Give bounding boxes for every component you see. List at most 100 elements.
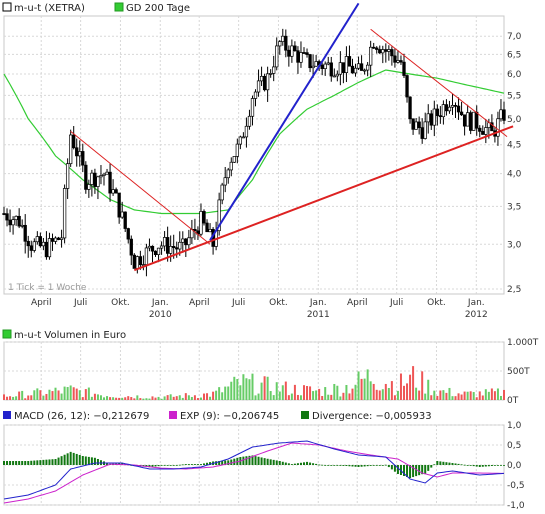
candle-body [69,134,73,165]
volume-bar [324,387,327,400]
volume-bar [69,385,72,400]
volume-bar [148,398,151,400]
candle-body [423,121,427,139]
divergence-bars [3,451,505,478]
candle-body [444,104,449,112]
candle-body [456,105,461,113]
divergence-bar [427,465,430,471]
volume-bar [278,391,281,400]
divergence-bar [393,465,396,472]
candle-body [193,229,197,232]
candle-body [293,45,297,52]
volume-bar [175,396,178,400]
volume-bar [145,398,148,400]
candle-body [2,213,6,215]
candle-body [350,65,355,74]
candle-body [250,98,255,117]
volume-bar [84,389,87,400]
volume-bar [357,371,360,400]
divergence-bar [412,465,415,478]
candle [420,118,424,144]
candle [159,241,164,255]
candle [323,61,327,76]
candle-body [5,213,9,221]
candle-body [256,80,261,93]
candle [459,101,464,116]
volume-bar [387,387,390,400]
price-x-year-label: 2011 [307,310,330,320]
volume-legend-label: m-u-t Volumen in Euro [14,330,126,341]
volume-bar [93,393,96,400]
divergence-bar [51,459,54,465]
candle-body [429,113,433,126]
divergence-bar [387,465,390,468]
volume-bar [9,396,12,400]
divergence-bar [466,465,469,466]
volume-bar [339,396,342,400]
volume-bar [212,391,215,400]
candle [69,129,73,167]
divergence-bar [333,465,336,466]
candle-body [44,241,49,258]
candle-body [35,236,39,243]
macd-legend-swatch [3,411,11,419]
candle [447,100,452,114]
candle [302,47,306,54]
volume-bar [439,390,442,400]
divergence-bar [24,461,27,465]
price-legend: m-u-t (XETRA) GD 200 Tage [2,2,190,14]
trendline [70,131,211,245]
divergence-bar [245,456,248,465]
divergence-bar [69,451,72,465]
volume-bar [393,395,396,400]
volume-bar [54,387,57,400]
candle [275,37,279,71]
candle [65,158,70,199]
volume-bar [18,391,21,400]
candle [41,237,46,251]
candle-body [502,109,506,121]
candle [481,125,485,135]
volume-bar [221,392,224,400]
volume-bar [3,394,5,400]
volume-bar [81,397,84,400]
candle [102,172,106,186]
candle [244,117,249,148]
candle [375,46,379,54]
candle-body [187,237,191,246]
candle-body [108,171,112,194]
candle [465,104,470,127]
divergence-bar [224,460,227,465]
divergence-bar [66,453,69,465]
volume-bar [342,392,345,400]
volume-bar [266,376,269,400]
trendline [370,28,508,138]
divergence-bar [472,465,475,467]
candle-body [162,237,167,247]
volume-bar [133,398,136,400]
candle-body [99,175,103,178]
candle-body [20,224,24,227]
volume-bar [124,397,127,400]
divergence-bar [366,465,369,467]
candle [26,235,30,258]
candle [162,231,167,252]
volume-bar [103,397,105,400]
volume-bar [336,385,339,400]
candle [456,97,461,120]
candle [199,203,203,237]
candle [399,55,403,65]
volume-bar [224,386,227,400]
divergence-bar [324,465,327,466]
candle [502,101,506,125]
candle-body [314,61,318,67]
candle [53,236,58,245]
candle-body [138,256,143,266]
candle [99,165,103,185]
candle-body [432,108,436,126]
volume-bar [463,391,466,400]
candle-body [223,177,227,186]
price-x-tick-label: Jan. [309,298,327,308]
volume-bar [63,386,66,400]
divergence-bar [454,463,457,465]
